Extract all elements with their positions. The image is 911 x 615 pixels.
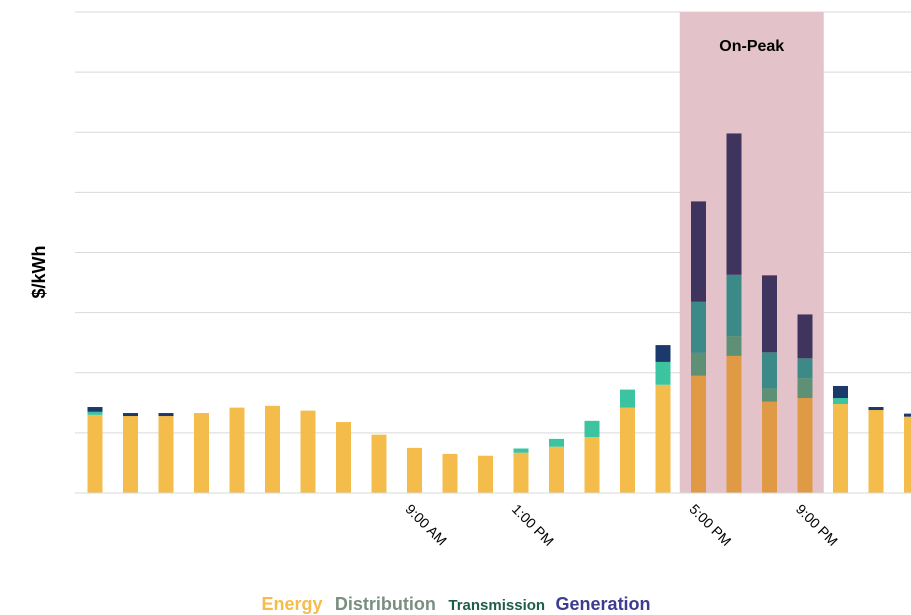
bar-transmission-12 — [513, 448, 529, 453]
x-tick-label: 9:00 AM — [402, 501, 450, 549]
bar-transmission-19 — [762, 352, 777, 389]
legend-transmission: Transmission — [448, 597, 545, 614]
bar-generation-22 — [868, 407, 884, 411]
bar-energy-16 — [655, 384, 671, 493]
bar-distribution-18 — [726, 336, 742, 356]
bar-transmission-16 — [655, 361, 671, 385]
bar-energy-12 — [513, 452, 529, 493]
bar-distribution-17 — [691, 352, 706, 376]
bar-energy-6 — [300, 410, 316, 493]
x-tick-label: 1:00 PM — [509, 501, 557, 549]
on-peak-label: On-Peak — [719, 38, 784, 55]
bar-generation-19 — [762, 275, 777, 353]
bar-generation-2 — [158, 413, 174, 417]
bar-energy-1 — [123, 416, 138, 493]
bar-energy-0 — [87, 414, 103, 493]
bar-generation-18 — [726, 133, 742, 275]
x-tick-labels: 9:00 AM 1:00 PM 5:00 PM 9:00 PM — [402, 501, 841, 549]
bar-transmission-18 — [726, 274, 742, 337]
bar-energy-10 — [442, 453, 458, 493]
bar-generation-21 — [833, 385, 848, 399]
bar-energy-9 — [407, 447, 422, 493]
bar-energy-23 — [904, 416, 911, 493]
bar-transmission-15 — [620, 389, 635, 408]
bar-energy-8 — [371, 434, 387, 493]
bar-transmission-14 — [584, 420, 600, 438]
bar-generation-17 — [691, 201, 706, 302]
y-axis-label: $/kWh — [29, 245, 49, 298]
bar-energy-20 — [797, 398, 813, 493]
bar-energy-18 — [726, 355, 742, 493]
x-tick-label: 5:00 PM — [686, 501, 734, 549]
bar-energy-13 — [549, 446, 564, 493]
bar-energy-17 — [691, 375, 706, 493]
bar-transmission-20 — [797, 358, 813, 379]
legend-distribution: Distribution — [335, 594, 436, 614]
gridlines — [75, 11, 911, 434]
bar-generation-23 — [904, 413, 911, 417]
bar-generation-16 — [655, 345, 671, 362]
bar-distribution-19 — [762, 388, 777, 402]
legend-generation: Generation — [556, 594, 651, 614]
bar-transmission-13 — [549, 438, 564, 447]
bar-energy-4 — [229, 407, 245, 493]
bar-energy-15 — [620, 407, 635, 493]
legend-energy: Energy — [261, 594, 322, 614]
bar-transmission-21 — [833, 398, 848, 405]
bar-energy-14 — [584, 437, 600, 493]
bar-transmission-17 — [691, 301, 706, 353]
bar-generation-20 — [797, 314, 813, 359]
bar-energy-21 — [833, 404, 848, 493]
x-tick-label: 9:00 PM — [793, 501, 841, 549]
bars — [87, 133, 911, 493]
bar-energy-2 — [158, 416, 174, 493]
bar-energy-5 — [265, 405, 280, 493]
bar-distribution-20 — [797, 378, 813, 399]
bar-transmission-0 — [87, 411, 103, 415]
bar-energy-7 — [336, 422, 351, 493]
bar-energy-3 — [194, 413, 209, 493]
legend: Energy Distribution Transmission Generat… — [261, 594, 650, 614]
bar-generation-0 — [87, 407, 103, 412]
bar-energy-11 — [478, 455, 493, 493]
bar-generation-1 — [123, 413, 138, 417]
bar-energy-19 — [762, 401, 777, 493]
bar-energy-22 — [868, 410, 884, 493]
